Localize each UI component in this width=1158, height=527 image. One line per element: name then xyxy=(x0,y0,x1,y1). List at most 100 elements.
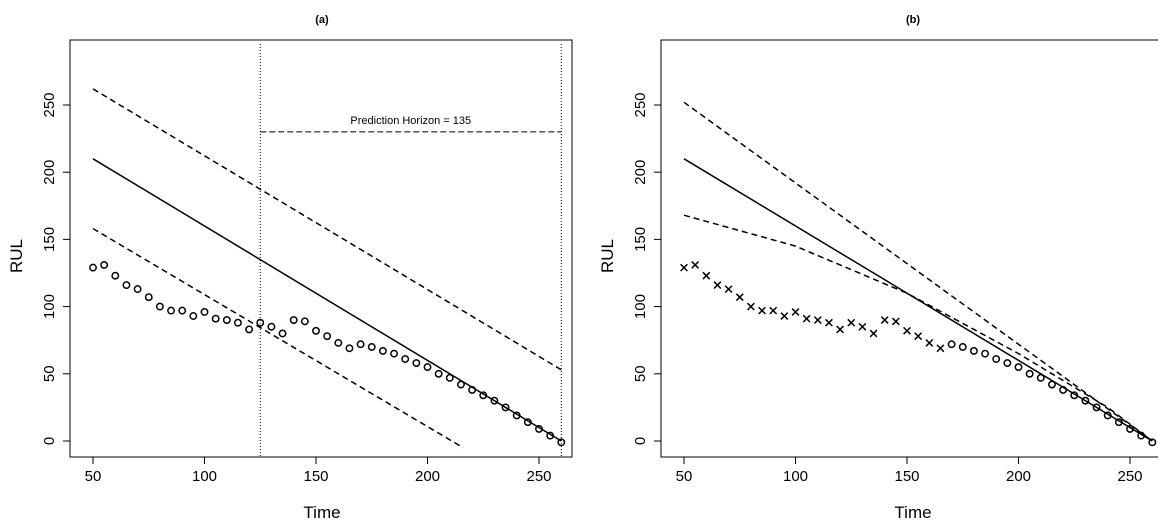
data-point-circle xyxy=(167,306,176,315)
cross-stroke xyxy=(758,306,766,315)
y-tick-label: 150 xyxy=(41,227,58,252)
data-point-circle xyxy=(992,355,1001,363)
plot-area xyxy=(680,101,1157,447)
data-point-circle xyxy=(468,385,477,394)
plot-frame xyxy=(69,39,573,458)
x-tick-label: 150 xyxy=(894,468,919,485)
cross-stroke xyxy=(791,308,800,316)
data-point-cross xyxy=(903,326,911,335)
panel-b: (b) Time RUL 50 100 150 200 250 0 50 100 150 200 2… xyxy=(598,14,1158,522)
x-tick-label: 50 xyxy=(85,468,102,485)
prediction-line xyxy=(92,158,562,442)
data-point-circle xyxy=(1014,363,1023,372)
panel-title: (a) xyxy=(315,14,329,26)
y-tick-label: 50 xyxy=(632,365,649,382)
data-point-circle xyxy=(1003,359,1012,367)
panel-a: (a) Time RUL 50 100 150 200 250 0 50 100 150 200 2… xyxy=(7,14,573,522)
data-point-cross xyxy=(891,317,900,326)
x-axis-label: Time xyxy=(303,503,340,522)
cross-stroke xyxy=(891,317,900,326)
cross-stroke xyxy=(869,329,878,338)
data-point-circle xyxy=(1070,391,1079,400)
confidence-bound-line xyxy=(683,101,1153,442)
data-point-circle xyxy=(390,349,398,358)
data-point-cross xyxy=(780,312,789,320)
cross-stroke xyxy=(680,263,688,272)
cross-stroke xyxy=(735,293,744,302)
cross-stroke xyxy=(825,318,833,327)
cross-stroke xyxy=(746,302,755,311)
data-point-cross xyxy=(936,344,945,353)
x-tick-label: 150 xyxy=(303,468,328,485)
plot-frame xyxy=(660,39,1158,458)
data-point-cross xyxy=(880,316,889,324)
data-point-circle xyxy=(401,355,410,363)
data-point-circle xyxy=(1126,424,1134,433)
data-point-circle xyxy=(947,340,956,349)
data-point-circle xyxy=(1137,431,1146,440)
data-point-circle xyxy=(457,380,465,389)
data-point-circle xyxy=(1048,380,1056,389)
y-tick-label: 250 xyxy=(632,92,649,117)
y-tick-label: 200 xyxy=(632,160,649,185)
y-tick-label: 250 xyxy=(41,92,58,117)
data-point-circle xyxy=(345,344,354,353)
data-point-circle xyxy=(278,329,287,338)
data-point-circle xyxy=(312,326,320,335)
data-point-circle xyxy=(378,347,387,355)
y-tick-label: 100 xyxy=(632,294,649,319)
data-point-circle xyxy=(189,312,198,320)
cross-stroke xyxy=(936,344,945,353)
cross-stroke xyxy=(880,316,889,324)
y-tick-label: 100 xyxy=(41,294,58,319)
x-tick-label: 200 xyxy=(1006,468,1031,485)
y-tick-label: 0 xyxy=(632,437,649,445)
data-point-circle xyxy=(133,285,142,294)
data-point-cross xyxy=(680,263,688,272)
cross-stroke xyxy=(769,306,778,315)
prediction-line xyxy=(683,158,1153,442)
y-tick-label: 50 xyxy=(41,365,58,382)
data-point-cross xyxy=(691,261,700,269)
cross-stroke xyxy=(858,322,867,331)
data-point-circle xyxy=(256,318,265,327)
cross-stroke xyxy=(702,271,711,280)
panel-title: (b) xyxy=(906,14,920,26)
cross-stroke xyxy=(713,281,722,290)
data-point-cross xyxy=(825,318,833,327)
data-point-circle xyxy=(234,318,242,327)
cross-stroke xyxy=(813,316,822,324)
data-point-circle xyxy=(100,260,109,269)
y-axis-label: RUL xyxy=(598,239,617,273)
data-point-circle xyxy=(334,338,343,347)
data-point-circle xyxy=(523,418,532,427)
confidence-bound-line xyxy=(92,88,562,371)
cross-stroke xyxy=(914,332,923,341)
data-point-circle xyxy=(178,306,187,315)
data-point-cross xyxy=(813,316,822,324)
data-point-circle xyxy=(546,431,555,440)
y-axis-label: RUL xyxy=(7,239,26,273)
data-point-circle xyxy=(267,322,276,331)
x-tick-label: 200 xyxy=(415,468,440,485)
data-point-circle xyxy=(557,438,566,447)
cross-stroke xyxy=(780,312,789,320)
cross-stroke xyxy=(691,261,700,269)
data-point-circle xyxy=(1025,369,1034,378)
data-point-circle xyxy=(356,340,365,349)
data-point-circle xyxy=(289,316,298,324)
data-point-cross xyxy=(702,271,711,280)
data-point-circle xyxy=(245,325,254,334)
data-point-cross xyxy=(746,302,755,311)
data-point-cross xyxy=(802,314,811,323)
data-point-circle xyxy=(479,391,488,400)
data-point-circle xyxy=(367,342,376,351)
y-tick-label: 150 xyxy=(632,227,649,252)
data-point-circle xyxy=(211,314,220,323)
data-point-circle xyxy=(501,403,510,412)
data-point-cross xyxy=(769,306,778,315)
y-tick-label: 0 xyxy=(41,437,58,445)
x-tick-label: 100 xyxy=(192,468,217,485)
data-point-circle xyxy=(512,411,521,420)
